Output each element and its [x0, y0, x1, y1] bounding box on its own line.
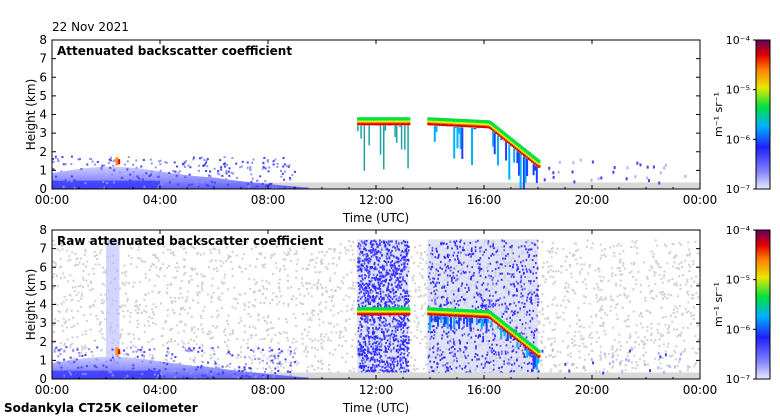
y-tick-label: 2 — [39, 145, 47, 159]
x-tick-label: 20:00 — [575, 193, 610, 207]
y-tick-label: 1 — [39, 163, 47, 177]
x-tick-label: 00:00 — [35, 193, 70, 207]
colorbar-unit: m⁻¹ sr⁻¹ — [712, 282, 725, 327]
y-tick-label: 3 — [39, 316, 47, 330]
cloud-layer-1 — [357, 117, 411, 171]
y-tick-label: 6 — [39, 260, 47, 274]
colorbar-tick-label: 10⁻⁶ — [726, 323, 751, 336]
chart-title: Raw attenuated backscatter coefficient — [57, 234, 324, 248]
colorbar-tick-label: 10⁻⁶ — [726, 133, 751, 146]
y-tick-label: 3 — [39, 126, 47, 140]
x-tick-label: 04:00 — [143, 193, 178, 207]
colorbar: 10⁻⁷ 10⁻⁶ 10⁻⁵ 10⁻⁴ m⁻¹ sr⁻¹ — [712, 224, 771, 386]
colorbar-tick-label: 10⁻⁴ — [726, 224, 751, 237]
y-tick-label: 6 — [39, 70, 47, 84]
colorbar-tick-label: 10⁻⁵ — [726, 84, 750, 97]
colorbar-tick-label: 10⁻⁷ — [726, 373, 750, 386]
plot-area — [52, 40, 700, 189]
y-tick-label: 4 — [39, 108, 47, 122]
date-label: 22 Nov 2021 — [52, 20, 129, 34]
x-tick-label: 00:00 — [683, 193, 718, 207]
y-tick-label: 4 — [39, 298, 47, 312]
x-tick-label: 04:00 — [143, 383, 178, 397]
y-tick-label: 8 — [39, 33, 47, 47]
x-tick-label: 12:00 — [359, 193, 394, 207]
x-tick-label: 12:00 — [359, 383, 394, 397]
colorbar-scale — [755, 39, 771, 190]
colorbar-scale — [755, 229, 771, 380]
colorbar: 10⁻⁷ 10⁻⁶ 10⁻⁵ 10⁻⁴ m⁻¹ sr⁻¹ — [712, 34, 771, 196]
instrument-label: Sodankyla CT25K ceilometer — [4, 401, 198, 415]
y-tick-label: 5 — [39, 89, 47, 103]
x-axis-label: Time (UTC) — [342, 401, 409, 415]
y-tick-label: 1 — [39, 353, 47, 367]
colorbar-tick-label: 10⁻⁴ — [726, 34, 751, 47]
x-tick-label: 16:00 — [467, 383, 502, 397]
y-tick-label: 0 — [39, 182, 47, 196]
colorbar-unit: m⁻¹ sr⁻¹ — [712, 92, 725, 137]
cloud-layer-1 — [357, 307, 411, 316]
cloud-layer-2 — [427, 117, 541, 189]
y-tick-label: 7 — [39, 242, 47, 256]
x-axis-label: Time (UTC) — [342, 211, 409, 225]
chart-panel-2: Raw attenuated backscatter coefficient00… — [24, 223, 771, 415]
y-axis-label: Height (km) — [24, 79, 38, 150]
heatmap-field — [52, 239, 700, 379]
y-tick-label: 0 — [39, 372, 47, 386]
y-tick-label: 8 — [39, 223, 47, 237]
x-tick-label: 08:00 — [251, 383, 286, 397]
y-axis-label: Height (km) — [24, 269, 38, 340]
x-tick-label: 00:00 — [35, 383, 70, 397]
colorbar-tick-label: 10⁻⁵ — [726, 274, 750, 287]
y-tick-label: 2 — [39, 335, 47, 349]
colorbar-tick-label: 10⁻⁷ — [726, 183, 750, 196]
x-tick-label: 00:00 — [683, 383, 718, 397]
x-tick-label: 08:00 — [251, 193, 286, 207]
cloud-layer-2 — [427, 307, 541, 370]
x-tick-label: 20:00 — [575, 383, 610, 397]
noise-streak — [106, 239, 120, 379]
y-tick-label: 7 — [39, 52, 47, 66]
x-tick-label: 16:00 — [467, 193, 502, 207]
chart-title: Attenuated backscatter coefficient — [57, 44, 292, 58]
y-tick-label: 5 — [39, 279, 47, 293]
